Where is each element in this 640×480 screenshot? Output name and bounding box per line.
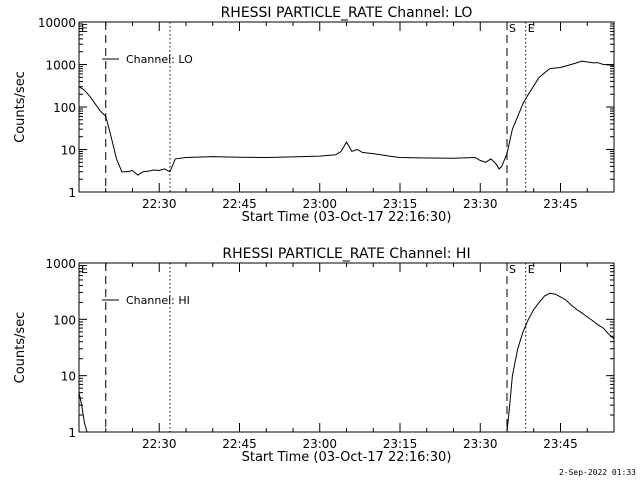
panel1-x-axis-label: Start Time (03-Oct-17 22:16:30) <box>242 210 452 225</box>
panel2-x-tick-label: 22:30 <box>142 437 177 451</box>
panel1-y-tick-label: 1 <box>68 186 76 200</box>
panel2-legend-label: Channel: HI <box>126 294 190 307</box>
panel2-y-tick-label: 100 <box>53 313 76 327</box>
panel1-x-tick-label: 22:45 <box>222 197 257 211</box>
panel2-marker-label: S <box>509 263 516 276</box>
panel1-series-line <box>78 60 615 176</box>
panel1-x-tick-label: 23:15 <box>383 197 418 211</box>
panel1-frame <box>78 21 615 193</box>
panel1-y-tick-label: 10000 <box>38 16 76 30</box>
panel1-y-tick-label: 10 <box>61 144 76 158</box>
panel1-y-tick-label: 1000 <box>45 59 76 73</box>
panel2-x-tick-label: 22:45 <box>222 437 257 451</box>
panel2-x-tick-label: 23:30 <box>463 437 498 451</box>
panel1-title: RHESSI PARTICLE_RATE Channel: LO <box>221 5 473 21</box>
panel1-x-tick-label: 23:00 <box>302 197 337 211</box>
panel1-x-tick-label: 22:30 <box>142 197 177 211</box>
panel2-x-tick-label: 23:45 <box>543 437 578 451</box>
panel2-x-tick-label: 23:00 <box>302 437 337 451</box>
panel1-marker-label: E <box>81 22 88 35</box>
panel2-marker-label: E <box>528 263 535 276</box>
panel1-y-axis-label: Counts/sec <box>13 71 28 143</box>
panel1-marker-label: S <box>509 22 516 35</box>
panel2-y-tick-label: 1 <box>68 426 76 440</box>
panel2-y-axis-label: Counts/sec <box>13 312 28 384</box>
panel2-x-axis-label: Start Time (03-Oct-17 22:16:30) <box>242 450 452 465</box>
panel2-series-line <box>78 292 615 433</box>
footer-timestamp: 2-Sep-2022 01:33 <box>558 468 636 477</box>
panel2-frame <box>78 262 615 433</box>
panel1-x-tick-label: 23:45 <box>543 197 578 211</box>
panel1-marker-label: E <box>528 22 535 35</box>
panel1-y-tick-label: 100 <box>53 101 76 115</box>
panel2-title: RHESSI PARTICLE_RATE Channel: HI <box>222 246 470 262</box>
panel2-y-tick-label: 1000 <box>45 257 76 271</box>
panel2-y-tick-label: 10 <box>61 370 76 384</box>
panel1-legend-label: Channel: LO <box>126 53 193 66</box>
panel1-x-tick-label: 23:30 <box>463 197 498 211</box>
panel2-marker-label: E <box>81 263 88 276</box>
panel2-x-tick-label: 23:15 <box>383 437 418 451</box>
